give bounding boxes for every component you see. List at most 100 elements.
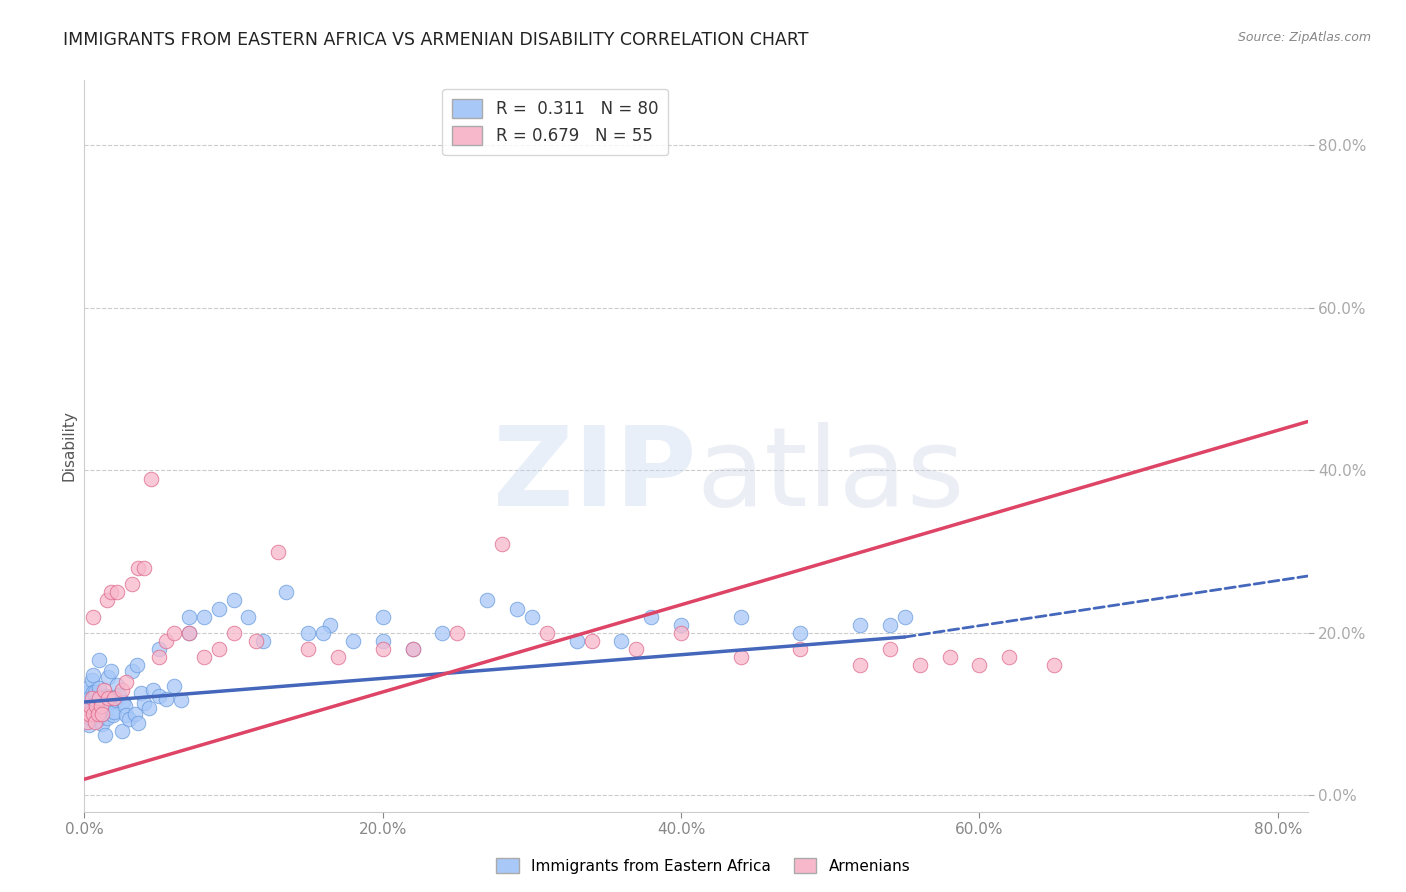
Point — [908, 658, 931, 673]
Point — [520, 609, 543, 624]
Point — [491, 536, 513, 550]
Point — [82, 685, 104, 699]
Point — [89, 653, 111, 667]
Point — [87, 707, 110, 722]
Point — [177, 626, 200, 640]
Legend: R =  0.311   N = 80, R = 0.679   N = 55: R = 0.311 N = 80, R = 0.679 N = 55 — [443, 88, 668, 155]
Point — [326, 650, 349, 665]
Point — [148, 650, 170, 665]
Point — [75, 686, 97, 700]
Point — [142, 683, 165, 698]
Point — [132, 561, 155, 575]
Point — [342, 634, 364, 648]
Point — [141, 471, 163, 485]
Point — [371, 609, 394, 624]
Point — [207, 642, 229, 657]
Point — [79, 711, 101, 725]
Point — [297, 642, 319, 657]
Point — [82, 707, 104, 722]
Point — [177, 609, 200, 624]
Point — [155, 691, 177, 706]
Point — [87, 700, 110, 714]
Point — [432, 626, 454, 640]
Point — [730, 609, 752, 624]
Point — [127, 716, 149, 731]
Point — [84, 699, 107, 714]
Point — [115, 707, 138, 722]
Point — [177, 626, 200, 640]
Point — [669, 626, 692, 640]
Point — [127, 561, 149, 575]
Point — [536, 626, 558, 640]
Y-axis label: Disability: Disability — [60, 410, 76, 482]
Text: Source: ZipAtlas.com: Source: ZipAtlas.com — [1237, 31, 1371, 45]
Legend: Immigrants from Eastern Africa, Armenians: Immigrants from Eastern Africa, Armenian… — [489, 852, 917, 880]
Point — [94, 728, 117, 742]
Point — [100, 664, 122, 678]
Point — [475, 593, 498, 607]
Point — [1043, 658, 1066, 673]
Point — [789, 626, 811, 640]
Point — [103, 705, 125, 719]
Point — [83, 685, 105, 699]
Point — [76, 715, 98, 730]
Point — [80, 705, 103, 719]
Text: ZIP: ZIP — [492, 422, 696, 529]
Point — [125, 658, 148, 673]
Point — [129, 686, 152, 700]
Text: atlas: atlas — [696, 422, 965, 529]
Point — [77, 718, 100, 732]
Point — [107, 688, 129, 702]
Point — [565, 634, 588, 648]
Point — [879, 617, 901, 632]
Point — [91, 691, 114, 706]
Point — [111, 682, 134, 697]
Point — [76, 681, 98, 695]
Point — [96, 689, 118, 703]
Point — [101, 708, 124, 723]
Point — [371, 642, 394, 657]
Text: IMMIGRANTS FROM EASTERN AFRICA VS ARMENIAN DISABILITY CORRELATION CHART: IMMIGRANTS FROM EASTERN AFRICA VS ARMENI… — [63, 31, 808, 49]
Point — [97, 670, 120, 684]
Point — [193, 650, 215, 665]
Point — [669, 617, 692, 632]
Point — [114, 698, 136, 713]
Point — [155, 634, 177, 648]
Point — [207, 601, 229, 615]
Point — [312, 626, 335, 640]
Point — [148, 689, 170, 703]
Point — [626, 642, 648, 657]
Point — [640, 609, 662, 624]
Point — [730, 650, 752, 665]
Point — [581, 634, 603, 648]
Point — [319, 617, 342, 632]
Point — [97, 690, 120, 705]
Point — [90, 708, 112, 723]
Point — [89, 681, 111, 696]
Point — [105, 585, 128, 599]
Point — [79, 699, 101, 714]
Point — [91, 707, 114, 722]
Point — [894, 609, 917, 624]
Point — [79, 703, 101, 717]
Point — [969, 658, 991, 673]
Point — [98, 696, 121, 710]
Point — [401, 642, 423, 657]
Point — [274, 585, 297, 599]
Point — [1371, 178, 1393, 193]
Point — [124, 706, 146, 721]
Point — [111, 724, 134, 739]
Point — [849, 658, 872, 673]
Point — [998, 650, 1021, 665]
Point — [446, 626, 468, 640]
Point — [82, 668, 104, 682]
Point — [80, 690, 103, 705]
Point — [100, 585, 122, 599]
Point — [83, 715, 105, 730]
Point — [118, 712, 141, 726]
Point — [610, 634, 633, 648]
Point — [91, 716, 114, 731]
Point — [371, 634, 394, 648]
Point — [132, 697, 155, 711]
Point — [163, 680, 186, 694]
